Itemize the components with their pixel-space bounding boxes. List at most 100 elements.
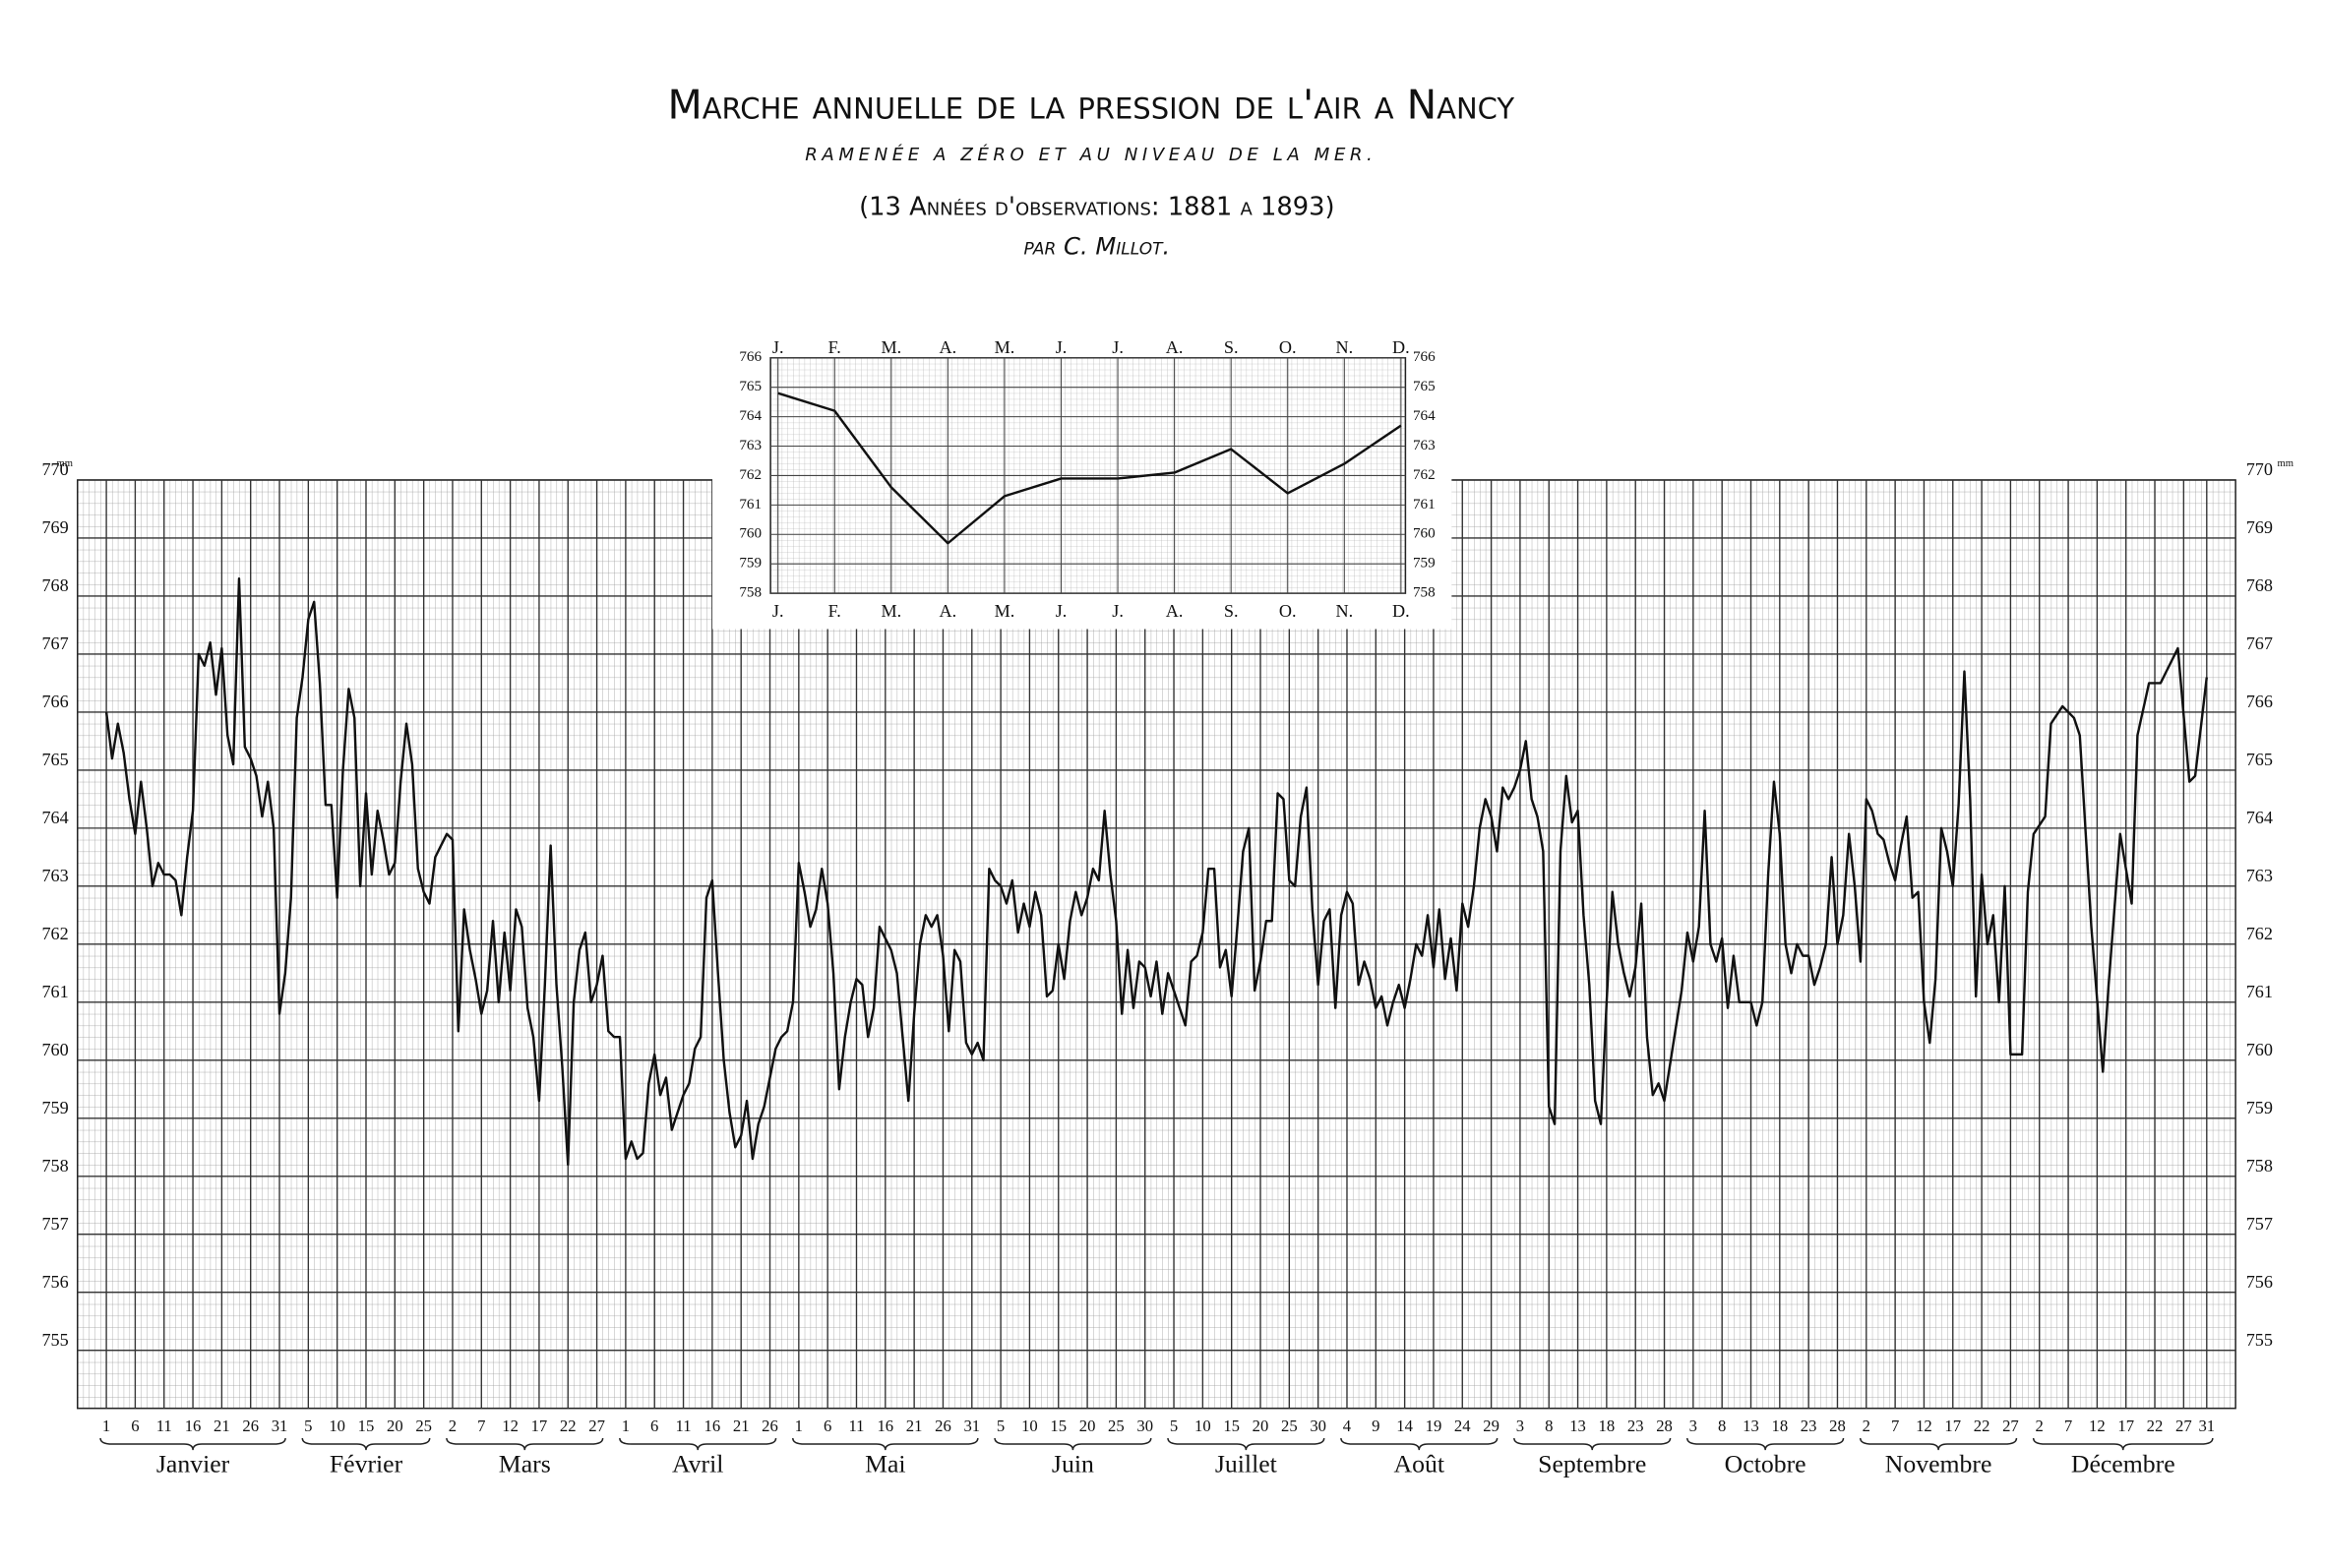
x-tick-label: J. — [1056, 337, 1068, 357]
month-brace — [2032, 1437, 2214, 1451]
y-tick-label: 765 — [1413, 379, 1436, 394]
y-tick-label: 762 — [739, 467, 762, 483]
x-tick-label: F. — [828, 337, 841, 357]
x-tick-label: 10 — [1194, 1417, 1211, 1435]
x-tick-label: 5 — [997, 1417, 1005, 1435]
y-tick-label: 764 — [2246, 808, 2273, 827]
y-tick-label: 757 — [41, 1214, 68, 1234]
month-label: Mars — [499, 1450, 551, 1478]
x-tick-label: O. — [1279, 337, 1297, 357]
y-tick-label: 756 — [2246, 1272, 2273, 1292]
x-tick-label: 18 — [1599, 1417, 1616, 1435]
y-tick-label: 763 — [41, 866, 68, 885]
y-tick-label: 767 — [41, 633, 68, 653]
x-tick-label: 24 — [1454, 1417, 1471, 1435]
month-brace — [301, 1437, 431, 1451]
x-tick-label: A. — [940, 337, 957, 357]
x-tick-label: 23 — [1627, 1417, 1644, 1435]
y-tick-label: 759 — [739, 556, 762, 572]
x-tick-label: 6 — [824, 1417, 831, 1435]
y-tick-label: 769 — [41, 517, 68, 537]
x-tick-label: 29 — [1483, 1417, 1499, 1435]
x-tick-label: 31 — [272, 1417, 288, 1435]
x-tick-label: 6 — [131, 1417, 139, 1435]
month-brace — [99, 1437, 286, 1451]
x-tick-label: 19 — [1426, 1417, 1442, 1435]
y-tick-label: 760 — [2246, 1040, 2273, 1059]
y-tick-label: 766 — [41, 692, 68, 711]
x-tick-label: 10 — [329, 1417, 345, 1435]
data-line — [777, 392, 1402, 545]
y-tick-label: 765 — [2246, 750, 2273, 769]
y-tick-label: 765 — [739, 379, 762, 394]
y-tick-label: 760 — [1413, 526, 1436, 542]
x-tick-label: 15 — [1050, 1417, 1067, 1435]
month-brace — [1686, 1437, 1845, 1451]
x-tick-label: 11 — [156, 1417, 172, 1435]
x-tick-label: J. — [1056, 601, 1068, 621]
x-tick-label: 1 — [795, 1417, 803, 1435]
x-tick-label: 3 — [1516, 1417, 1524, 1435]
x-tick-label: M. — [881, 337, 901, 357]
x-tick-label: N. — [1335, 601, 1353, 621]
x-tick-label: 12 — [1916, 1417, 1932, 1435]
x-tick-label: 21 — [733, 1417, 750, 1435]
chart-title: Marche annuelle de la pression de l'air … — [667, 81, 1514, 128]
x-tick-label: 17 — [1944, 1417, 1961, 1435]
y-tick-label: 763 — [1413, 438, 1436, 453]
y-tick-label: 755 — [41, 1330, 68, 1350]
y-tick-label: 761 — [739, 497, 762, 513]
x-tick-label: S. — [1224, 337, 1239, 357]
y-tick-label: 761 — [41, 982, 68, 1001]
month-brace — [1859, 1437, 2018, 1451]
x-tick-label: 18 — [1771, 1417, 1788, 1435]
month-label: Juin — [1052, 1450, 1094, 1478]
x-tick-label: A. — [940, 601, 957, 621]
x-tick-label: 12 — [2089, 1417, 2106, 1435]
month-label: Avril — [672, 1450, 723, 1478]
y-tick-label: 764 — [1413, 408, 1436, 424]
x-tick-label: D. — [1392, 601, 1410, 621]
x-tick-label: 26 — [762, 1417, 778, 1435]
y-tick-label: 766 — [739, 349, 762, 365]
y-tick-label: 767 — [2246, 633, 2273, 653]
x-tick-label: 28 — [1829, 1417, 1846, 1435]
month-label: Mai — [865, 1450, 905, 1478]
x-tick-label: 1 — [622, 1417, 630, 1435]
chart-subtitle: RAMENÉE A ZÉRO ET AU NIVEAU DE LA MER. — [805, 144, 1377, 165]
chart-author: par C. Millot. — [1024, 233, 1171, 261]
x-tick-label: 20 — [387, 1417, 403, 1435]
y-tick-label: 761 — [2246, 982, 2273, 1001]
y-tick-label: 764 — [41, 808, 68, 827]
x-tick-label: 11 — [676, 1417, 692, 1435]
x-tick-label: 27 — [2175, 1417, 2192, 1435]
x-tick-label: J. — [1112, 337, 1124, 357]
month-label: Février — [330, 1450, 403, 1478]
month-brace — [1513, 1437, 1672, 1451]
x-tick-label: 26 — [242, 1417, 259, 1435]
y-tick-label: 760 — [41, 1040, 68, 1059]
chart-note: (13 Années d'observations: 1881 a 1893) — [859, 192, 1334, 221]
y-tick-label: 770 — [41, 459, 68, 479]
month-label: Décembre — [2071, 1450, 2175, 1478]
y-tick-label: 759 — [1413, 556, 1436, 572]
x-tick-label: 20 — [1079, 1417, 1096, 1435]
x-tick-label: 25 — [1108, 1417, 1125, 1435]
x-tick-label: 22 — [1974, 1417, 1990, 1435]
x-tick-label: 25 — [415, 1417, 432, 1435]
y-tick-label: 764 — [739, 408, 762, 424]
x-tick-label: 2 — [1863, 1417, 1870, 1435]
month-label: Août — [1394, 1450, 1445, 1478]
x-tick-label: 8 — [1718, 1417, 1726, 1435]
x-tick-label: 22 — [2147, 1417, 2164, 1435]
y-tick-label: 763 — [739, 438, 762, 453]
y-tick-label: 762 — [1413, 467, 1436, 483]
y-tick-label: 762 — [41, 924, 68, 943]
month-brace — [1340, 1437, 1499, 1451]
y-tick-label: 756 — [41, 1272, 68, 1292]
x-tick-label: 30 — [1136, 1417, 1153, 1435]
y-tick-label: 758 — [41, 1156, 68, 1176]
y-tick-label: 768 — [2246, 575, 2273, 595]
